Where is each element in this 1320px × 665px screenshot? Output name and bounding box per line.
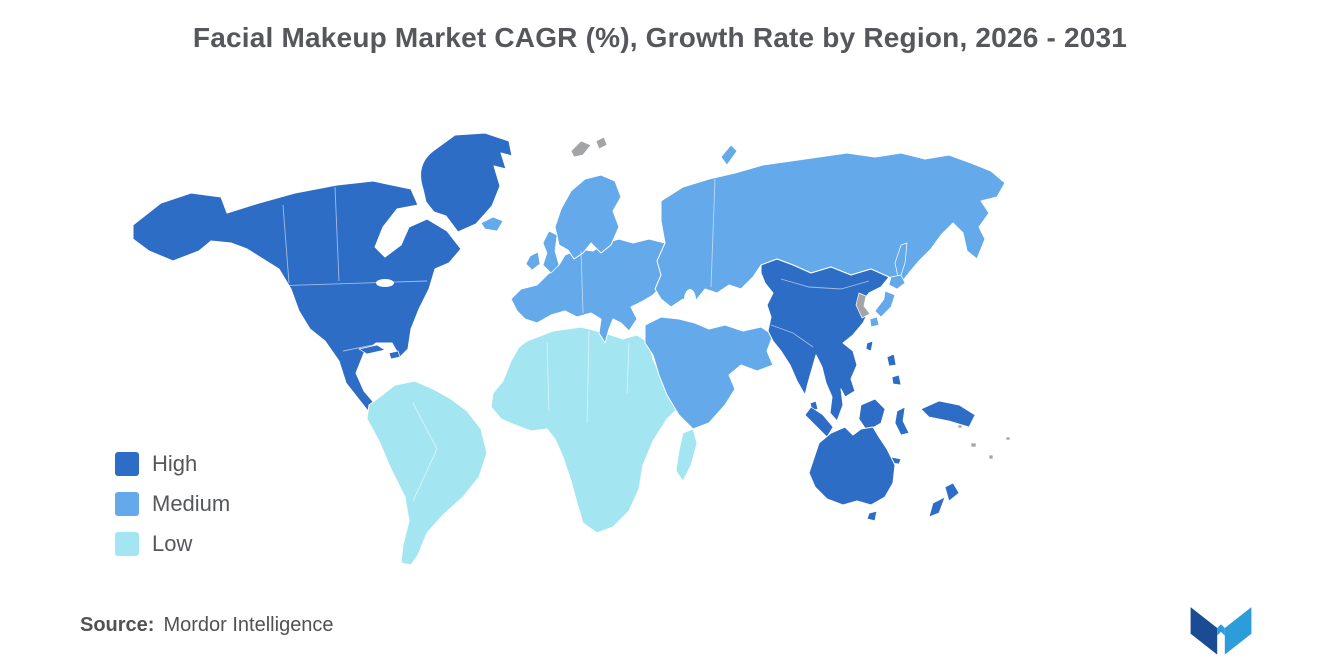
legend-item-high: High [115,451,230,477]
legend-swatch-medium [115,492,139,516]
logo-center-shape [1217,624,1225,636]
country-border-line [770,324,814,348]
legend-label-medium: Medium [152,491,231,516]
region-uk-ireland [525,230,560,274]
region-madagascar [675,428,698,482]
region-svalbard [570,136,608,158]
country-border-line [546,342,550,412]
world-map [113,93,1173,583]
logo-right-shape [1224,607,1252,655]
country-border-line [282,204,290,284]
country-border-line [334,186,340,282]
region-pacific-islands [957,424,1011,460]
region-korea [855,292,871,319]
page-title: Facial Makeup Market CAGR (%), Growth Ra… [192,22,1128,53]
region-north-america [132,180,462,425]
country-border-line [710,178,716,288]
region-africa [490,326,694,534]
world-map-svg [132,132,1011,566]
mordor-intelligence-logo [1190,607,1252,655]
region-new-zealand [928,482,960,518]
legend-label-low: Low [152,531,193,556]
country-border-line [240,280,428,288]
legend-item-medium: Medium [115,491,230,517]
logo-left-shape [1190,607,1218,655]
region-japan [869,274,906,328]
country-border-line [580,250,584,314]
region-iceland [480,216,504,232]
region-sakhalin [894,242,908,282]
region-asia-mainland [760,258,890,422]
country-borders [240,178,870,502]
country-border-line [412,402,438,502]
region-middle-east [644,316,774,430]
country-border-line [780,278,870,290]
legend-swatch-high [115,452,139,476]
legend-item-low: Low [115,531,230,557]
region-europe-mainland [510,238,670,344]
region-south-america [366,380,488,566]
source-line: Source: Mordor Intelligence [80,614,334,637]
region-caribbean [358,344,401,360]
source-label: Source: [80,614,155,636]
region-novaya-zemlya [720,144,738,166]
region-greenland [420,132,513,233]
source-value: Mordor Intelligence [163,614,334,636]
caspian-sea [684,289,696,311]
legend: High Medium Low [115,451,230,557]
legend-swatch-low [115,532,139,556]
region-scandinavia [554,174,622,260]
great-lakes [376,279,394,287]
country-border-line [586,330,590,424]
country-border-line [626,342,630,394]
region-australia [808,426,896,522]
legend-label-high: High [152,451,198,476]
country-border-line [342,344,374,352]
